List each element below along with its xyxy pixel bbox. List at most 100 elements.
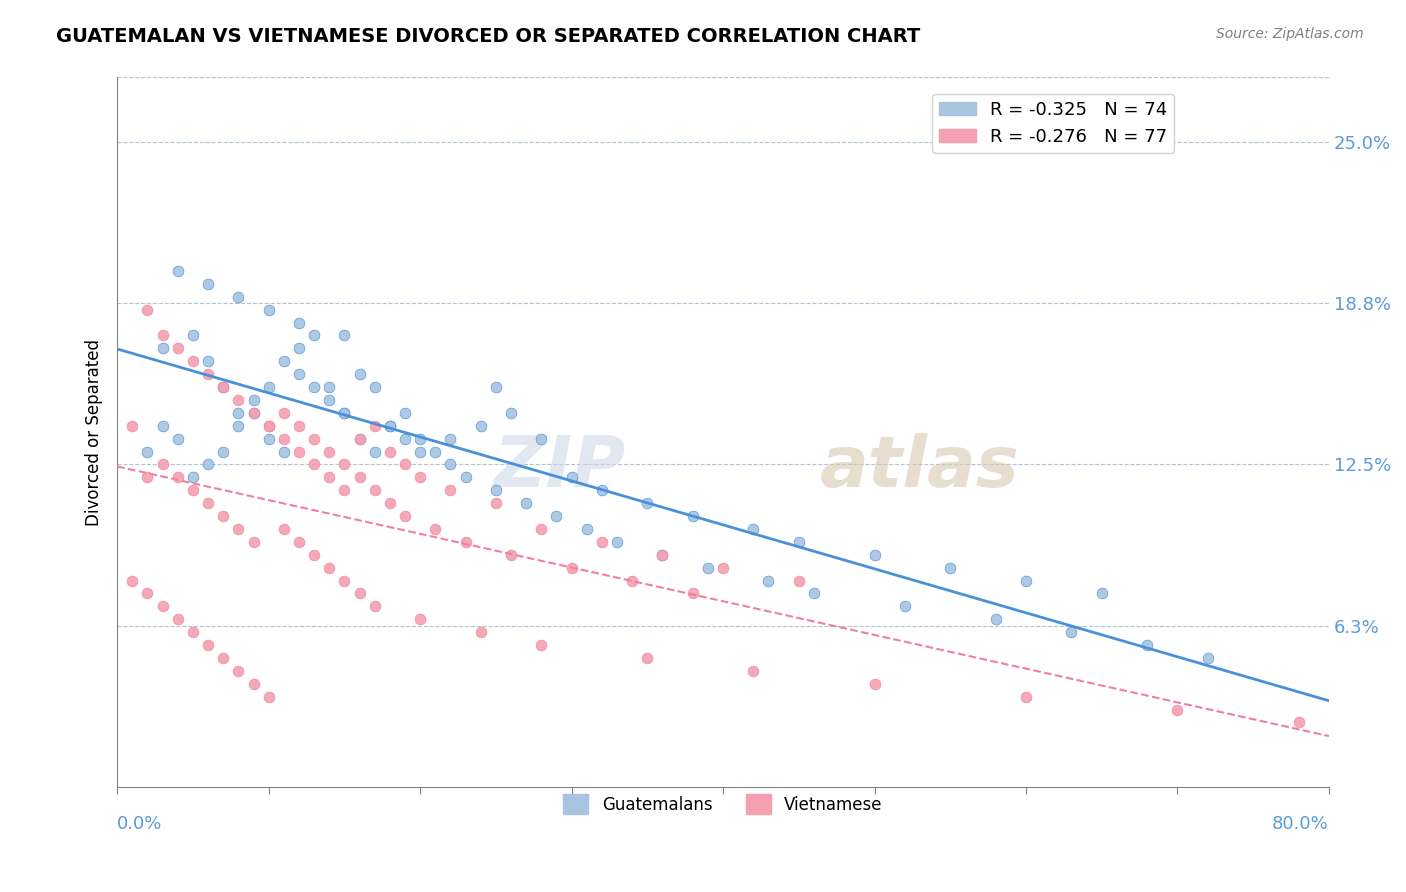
Point [470, 418, 492, 433]
Point [181, 625, 204, 640]
Point [499, 548, 522, 562]
Point [257, 380, 280, 394]
Point [682, 509, 704, 524]
Point [939, 560, 962, 574]
Point [257, 432, 280, 446]
Point [470, 625, 492, 640]
Point [288, 367, 311, 381]
Point [333, 574, 356, 588]
Point [394, 509, 416, 524]
Point [228, 290, 250, 304]
Point [711, 560, 734, 574]
Point [152, 458, 174, 472]
Point [197, 354, 219, 368]
Point [302, 328, 325, 343]
Text: 0.0%: 0.0% [117, 815, 163, 833]
Point [181, 470, 204, 484]
Point [1015, 574, 1038, 588]
Text: 80.0%: 80.0% [1272, 815, 1329, 833]
Point [257, 690, 280, 704]
Point [363, 418, 385, 433]
Point [378, 444, 401, 458]
Point [742, 522, 765, 536]
Point [349, 432, 371, 446]
Point [152, 328, 174, 343]
Point [1015, 690, 1038, 704]
Point [166, 264, 188, 278]
Point [166, 612, 188, 626]
Text: atlas: atlas [820, 434, 1019, 502]
Point [1197, 651, 1219, 665]
Point [499, 406, 522, 420]
Point [363, 599, 385, 614]
Y-axis label: Divorced or Separated: Divorced or Separated [86, 339, 103, 525]
Point [121, 418, 143, 433]
Point [439, 458, 461, 472]
Point [394, 432, 416, 446]
Point [1136, 638, 1159, 652]
Point [439, 483, 461, 498]
Point [288, 342, 311, 356]
Point [333, 328, 356, 343]
Point [212, 509, 235, 524]
Point [409, 444, 432, 458]
Point [242, 534, 264, 549]
Point [228, 522, 250, 536]
Point [242, 406, 264, 420]
Point [485, 380, 508, 394]
Point [1060, 625, 1083, 640]
Point [302, 548, 325, 562]
Point [682, 586, 704, 600]
Point [333, 483, 356, 498]
Point [333, 406, 356, 420]
Point [318, 444, 340, 458]
Point [425, 444, 447, 458]
Point [787, 574, 810, 588]
Point [302, 458, 325, 472]
Point [349, 586, 371, 600]
Point [591, 483, 613, 498]
Point [166, 470, 188, 484]
Point [409, 470, 432, 484]
Point [651, 548, 673, 562]
Point [257, 418, 280, 433]
Point [425, 522, 447, 536]
Point [561, 470, 583, 484]
Point [409, 612, 432, 626]
Point [485, 483, 508, 498]
Point [288, 316, 311, 330]
Point [621, 574, 644, 588]
Point [136, 470, 159, 484]
Point [758, 574, 780, 588]
Point [318, 392, 340, 407]
Point [394, 406, 416, 420]
Point [894, 599, 917, 614]
Point [136, 302, 159, 317]
Point [454, 534, 477, 549]
Point [378, 496, 401, 510]
Point [228, 406, 250, 420]
Point [288, 534, 311, 549]
Point [242, 677, 264, 691]
Point [591, 534, 613, 549]
Point [742, 664, 765, 678]
Point [378, 418, 401, 433]
Point [242, 392, 264, 407]
Point [152, 418, 174, 433]
Point [394, 458, 416, 472]
Point [273, 406, 295, 420]
Point [696, 560, 718, 574]
Point [212, 380, 235, 394]
Point [212, 651, 235, 665]
Point [257, 418, 280, 433]
Point [363, 444, 385, 458]
Point [349, 367, 371, 381]
Point [530, 638, 553, 652]
Point [228, 418, 250, 433]
Point [212, 444, 235, 458]
Point [121, 574, 143, 588]
Text: Source: ZipAtlas.com: Source: ZipAtlas.com [1216, 27, 1364, 41]
Point [136, 586, 159, 600]
Point [349, 432, 371, 446]
Point [863, 548, 886, 562]
